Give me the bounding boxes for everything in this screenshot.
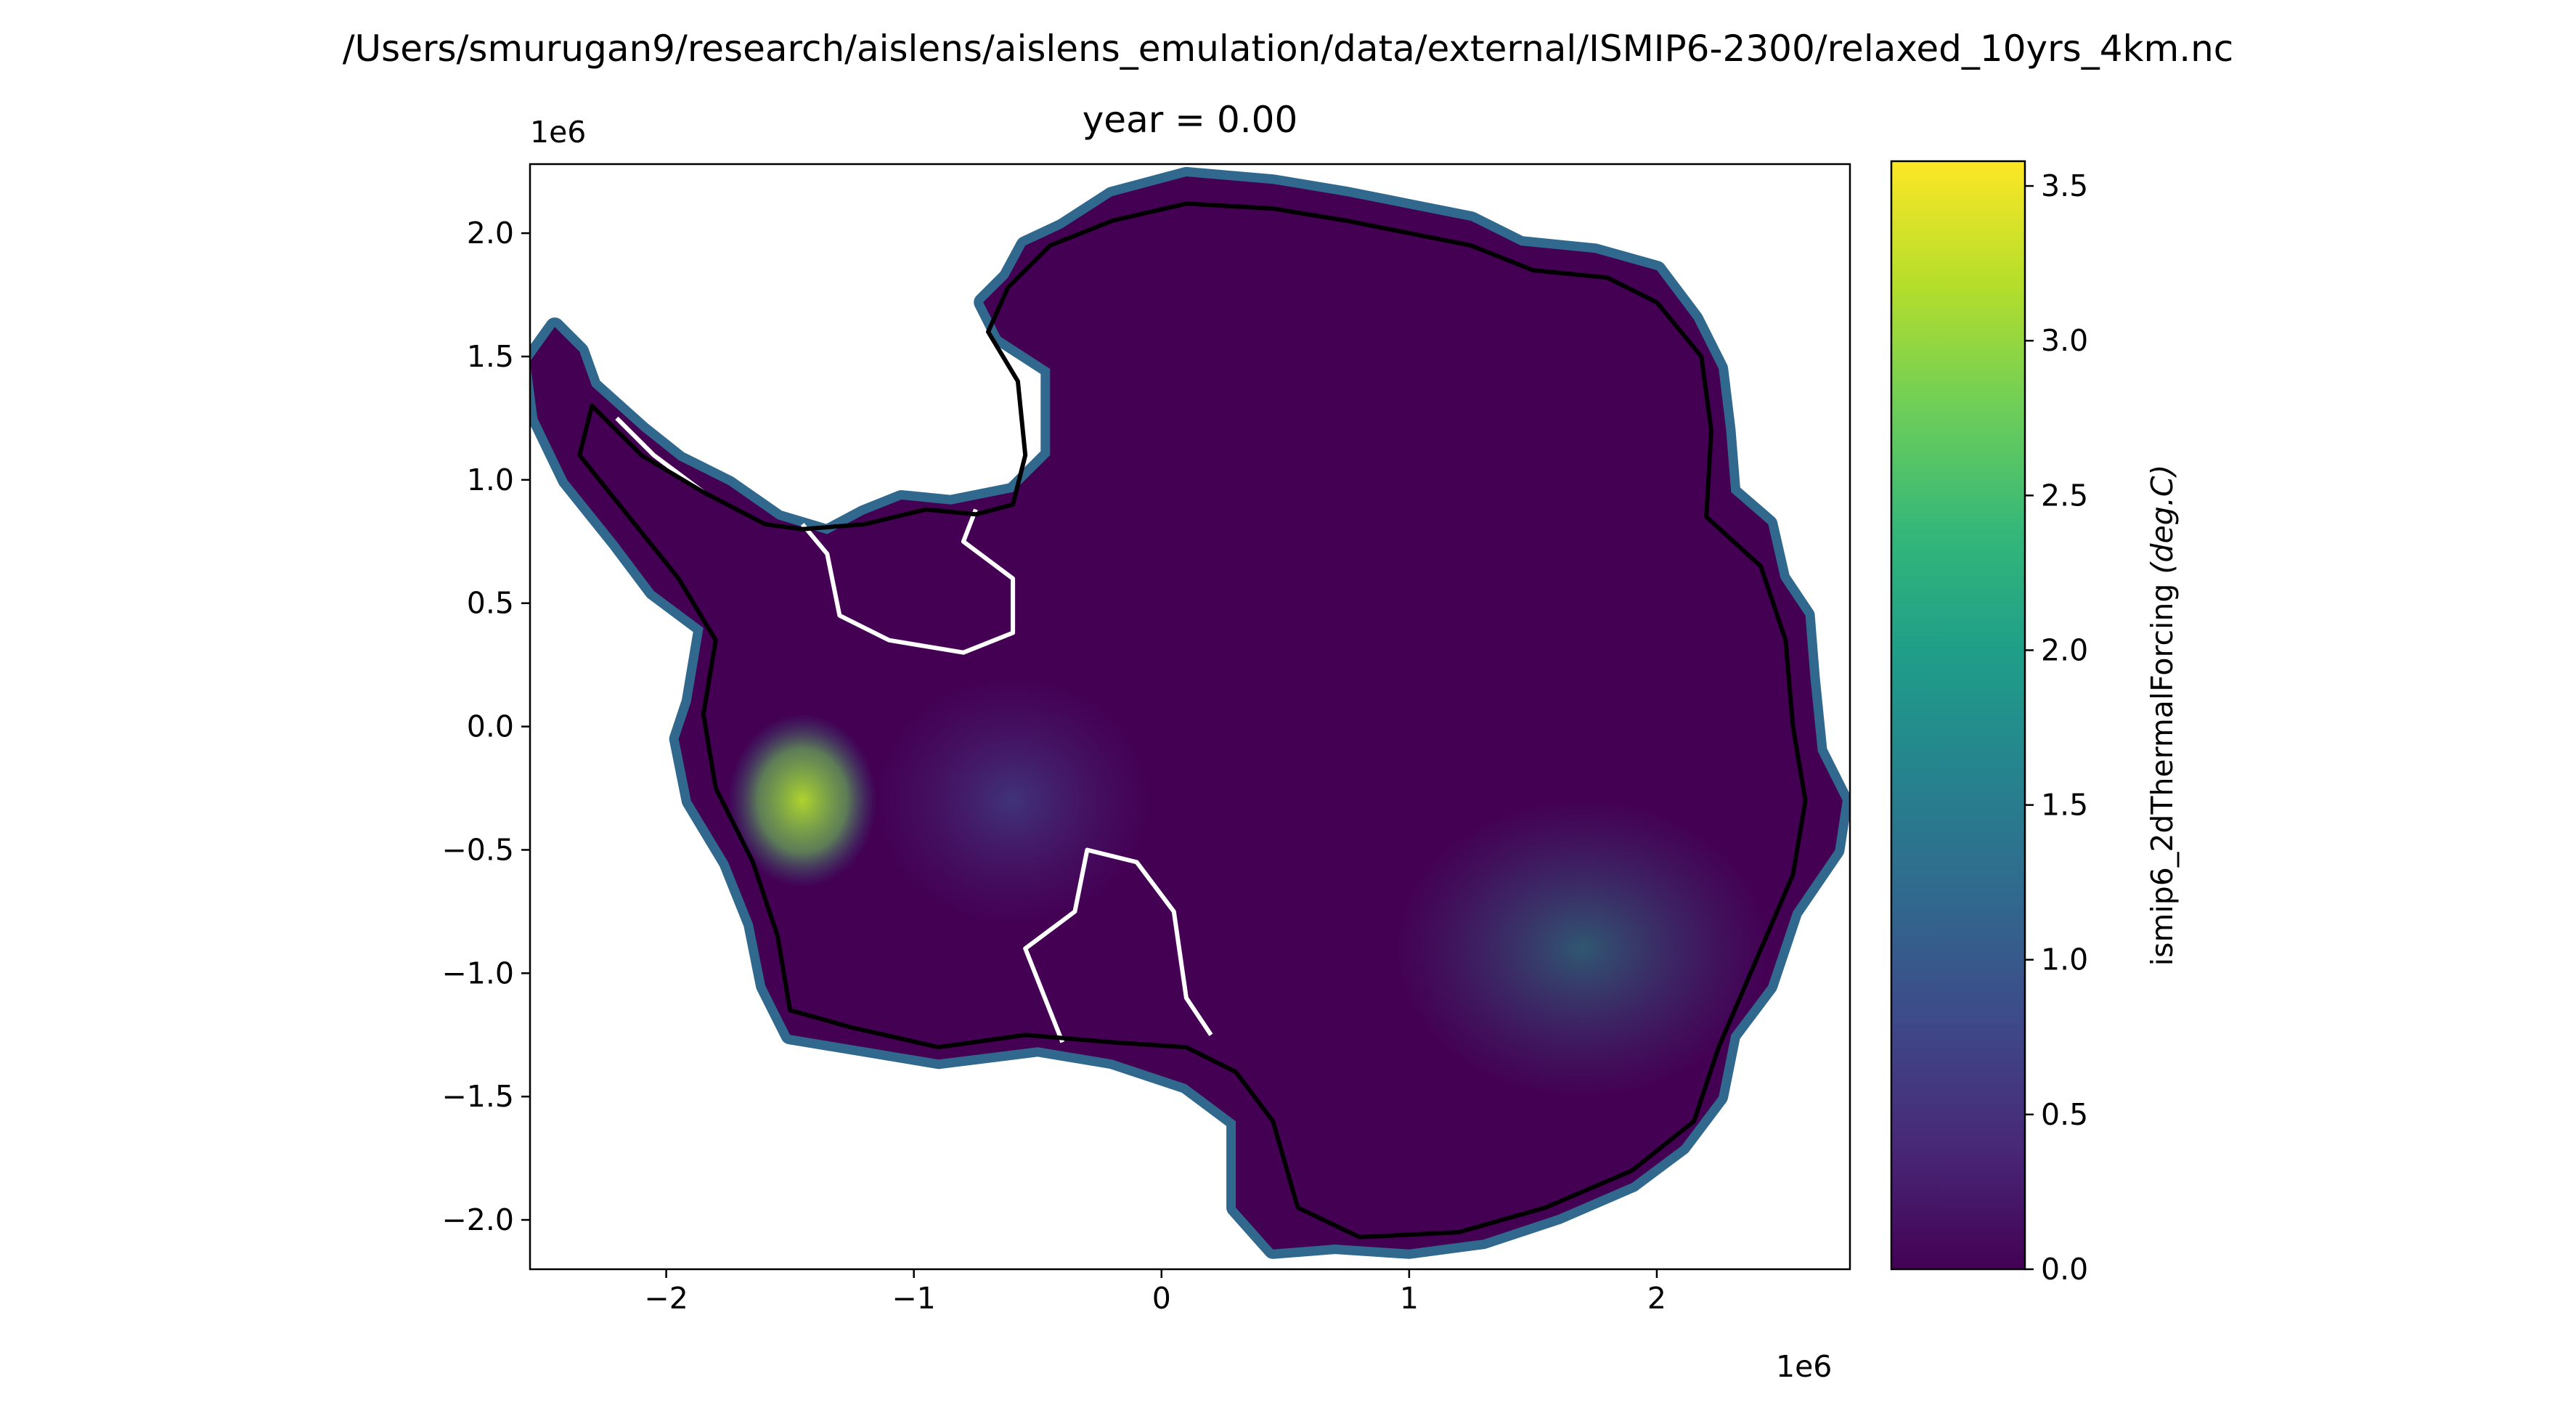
y-offset-label: 1e6 [530, 115, 587, 150]
ice-shelf-front [800, 508, 1016, 655]
grounding-line [577, 201, 1808, 1239]
y-tick-label: 2.0 [467, 216, 514, 251]
axes-title: year = 0.00 [1082, 99, 1298, 141]
x-tick-label: 2 [1647, 1281, 1666, 1316]
interior-forcing-patch [876, 677, 1149, 924]
colorbar-label: ismip6_2dThermalForcing (deg.C) [2145, 465, 2180, 966]
x-tick-label: 0 [1152, 1281, 1171, 1316]
y-tick-label: −0.5 [441, 832, 514, 867]
colorbar-tick-label: 3.0 [2041, 323, 2088, 358]
figure-suptitle: /Users/smurugan9/research/aislens/aislen… [342, 28, 2234, 70]
y-tick-label: −1.0 [441, 956, 514, 990]
y-tick-label: −2.0 [441, 1202, 514, 1237]
y-axis: −2.0 −1.5 −1.0 −0.5 0.0 0.5 1.0 1.5 2.0 [441, 216, 530, 1237]
plot-area [530, 167, 1850, 1259]
amundsen-high-forcing-region [727, 714, 877, 887]
x-tick-label: 1 [1400, 1281, 1419, 1316]
axes-frame [529, 163, 1851, 1271]
colorbar-tick-label: 2.5 [2041, 478, 2088, 513]
colorbar [1891, 161, 2025, 1269]
colorbar-tick-label: 1.5 [2041, 788, 2088, 823]
colorbar-axis: 0.0 0.5 1.0 1.5 2.0 2.5 3.0 3.5 [2025, 168, 2088, 1287]
colorbar-tick-label: 2.0 [2041, 632, 2088, 667]
y-tick-label: 1.5 [467, 339, 514, 374]
ice-shelf-front [1023, 847, 1213, 1043]
x-offset-label: 1e6 [1776, 1349, 1833, 1384]
x-tick-label: −1 [892, 1281, 935, 1316]
x-tick-label: −2 [644, 1281, 688, 1316]
y-tick-label: −1.5 [441, 1079, 514, 1114]
x-axis: −2 −1 0 1 2 [644, 1269, 1666, 1316]
colorbar-tick-label: 3.5 [2041, 168, 2088, 203]
y-tick-label: 1.0 [467, 463, 514, 497]
colorbar-tick-label: 0.5 [2041, 1097, 2088, 1132]
east-antarctica-moderate-forcing-region [1396, 800, 1769, 1097]
y-tick-label: 0.5 [467, 586, 514, 621]
colorbar-frame [1890, 160, 2026, 1271]
y-tick-label: 0.0 [467, 709, 514, 744]
colorbar-tick-label: 1.0 [2041, 942, 2088, 977]
colorbar-tick-label: 0.0 [2041, 1252, 2088, 1287]
